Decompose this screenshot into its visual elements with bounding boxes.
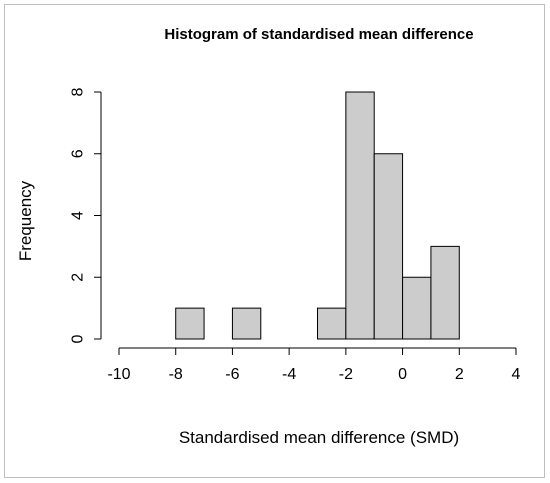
- x-tick-label: -4: [282, 366, 296, 383]
- chart-title: Histogram of standardised mean differenc…: [164, 26, 473, 43]
- x-tick-label: -10: [107, 366, 130, 383]
- histogram-bar: [175, 307, 205, 340]
- x-tick-label: 0: [398, 366, 407, 383]
- histogram-bar: [345, 91, 375, 340]
- y-tick-label: 8: [70, 87, 87, 96]
- x-tick-label: -2: [339, 366, 353, 383]
- y-tick-label: 0: [70, 334, 87, 343]
- y-axis: 0 2 4 6 8: [70, 87, 102, 343]
- histogram-bar: [231, 307, 262, 340]
- histogram-bar: [373, 153, 404, 340]
- x-axis-label: Standardised mean difference (SMD): [179, 428, 459, 447]
- histogram-chart: Histogram of standardised mean differenc…: [16, 26, 521, 447]
- x-tick-label: -6: [225, 366, 239, 383]
- y-axis-label: Frequency: [16, 180, 35, 261]
- y-tick-label: 6: [70, 149, 87, 158]
- histogram-bar: [430, 245, 460, 340]
- y-tick-label: 4: [70, 211, 87, 220]
- x-tick-label: 4: [512, 366, 521, 383]
- x-tick-label: 2: [455, 366, 464, 383]
- x-axis: -10 -8 -6 -4 -2 0 2 4: [107, 347, 521, 383]
- x-tick-label: -8: [169, 366, 183, 383]
- histogram-bars: [175, 91, 460, 340]
- histogram-bar: [317, 307, 347, 340]
- histogram-bar: [402, 276, 432, 340]
- y-tick-label: 2: [70, 273, 87, 282]
- chart-frame: Histogram of standardised mean differenc…: [4, 4, 545, 478]
